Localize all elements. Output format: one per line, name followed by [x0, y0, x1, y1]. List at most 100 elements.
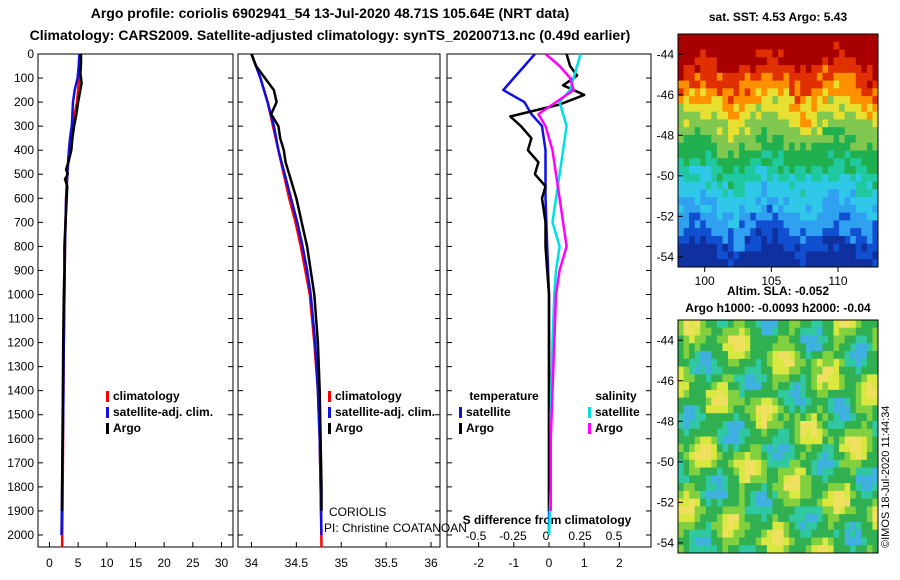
figure-title-line1: Argo profile: coriolis 6902941_54 13-Jul… — [90, 5, 570, 21]
map-lat-tick-label: -52 — [657, 209, 675, 223]
depth-tick-label: 1900 — [7, 504, 34, 518]
legend-swatch — [459, 423, 462, 434]
legend-label: satellite — [466, 405, 511, 419]
legend-label: climatology — [113, 389, 180, 403]
map-lat-tick-label: -48 — [657, 414, 675, 428]
legend-swatch — [328, 391, 331, 402]
depth-tick-label: 700 — [14, 215, 34, 229]
depth-tick-label: 2000 — [7, 528, 34, 542]
series-line-argo — [250, 53, 323, 511]
legend-label: satellite-adj. clim. — [335, 405, 435, 419]
depth-tick-label: 1800 — [7, 480, 34, 494]
depth-tick-label: 900 — [14, 263, 34, 277]
depth-tick-label: 0 — [27, 47, 34, 61]
depth-tick-label: 1200 — [7, 336, 34, 350]
diff-upper-tick-label: 0 — [543, 529, 550, 543]
diff-x-tick-label: 1 — [581, 556, 588, 570]
sal-x-tick-label: 35.5 — [374, 556, 398, 570]
legend-swatch — [106, 407, 109, 418]
depth-tick-label: 500 — [14, 167, 34, 181]
legend-swatch — [328, 423, 331, 434]
depth-tick-label: 100 — [14, 71, 34, 85]
depth-tick-label: 1300 — [7, 360, 34, 374]
depth-tick-label: 300 — [14, 119, 34, 133]
legend-swatch — [106, 391, 109, 402]
legend-label: climatology — [335, 389, 402, 403]
map-lat-tick-label: -50 — [657, 455, 675, 469]
map-lat-tick-label: -44 — [657, 47, 675, 61]
legend-swatch — [106, 423, 109, 434]
depth-tick-label: 600 — [14, 191, 34, 205]
temp-x-tick-label: 5 — [75, 556, 82, 570]
legend-title-salinity: salinity — [595, 389, 637, 403]
panel-frame-2 — [237, 53, 441, 548]
temp-x-tick-label: 30 — [215, 556, 229, 570]
diff-x-tick-label: -2 — [473, 556, 484, 570]
figure-title-line2: Climatology: CARS2009. Satellite-adjuste… — [29, 27, 631, 43]
depth-tick-label: 1500 — [7, 408, 34, 422]
sal-x-tick-label: 34.5 — [285, 556, 309, 570]
map-lat-tick-label: -46 — [657, 88, 675, 102]
diff-upper-tick-label: -0.25 — [499, 529, 527, 543]
depth-tick-label: 200 — [14, 95, 34, 109]
legend-label: Argo — [113, 421, 141, 435]
temp-x-tick-label: 25 — [186, 556, 200, 570]
temp-x-tick-label: 20 — [157, 556, 171, 570]
legend-swatch — [459, 407, 462, 418]
institution-label: CORIOLIS — [329, 505, 386, 519]
legend-swatch — [328, 407, 331, 418]
depth-tick-label: 1600 — [7, 432, 34, 446]
depth-tick-label: 800 — [14, 239, 34, 253]
sla-map — [678, 320, 879, 554]
sla-map-frame — [677, 319, 879, 554]
legend-swatch — [588, 407, 591, 418]
temp-x-tick-label: 15 — [129, 556, 143, 570]
map-lat-tick-label: -52 — [657, 495, 675, 509]
series-line-temperature-satellite — [502, 53, 551, 535]
diff-x-tick-label: -1 — [508, 556, 519, 570]
map-lon-tick-label: 110 — [828, 274, 847, 288]
legend-title-temperature: temperature — [469, 389, 539, 403]
map-lat-tick-label: -54 — [657, 250, 675, 264]
map-lon-tick-label: 105 — [761, 274, 781, 288]
sst-map-title: sat. SST: 4.53 Argo: 5.43 — [708, 10, 848, 24]
pi-label: PI: Christine COATANOAN — [324, 521, 467, 535]
diff-x-tick-label: 2 — [616, 556, 623, 570]
legend-swatch — [588, 423, 591, 434]
map-lat-tick-label: -48 — [657, 128, 675, 142]
sla-map-title-line2: Argo h1000: -0.0093 h2000: -0.04 — [685, 301, 871, 315]
depth-tick-label: 1100 — [8, 312, 34, 326]
map-lat-tick-label: -46 — [657, 374, 675, 388]
map-lat-tick-label: -54 — [657, 536, 675, 550]
series-line-temperature-argo — [509, 53, 586, 511]
diff-upper-tick-label: 0.25 — [568, 529, 592, 543]
legend-label: Argo — [335, 421, 363, 435]
depth-tick-label: 1700 — [7, 456, 34, 470]
sal-x-tick-label: 35 — [335, 556, 349, 570]
panel-frame-1 — [37, 53, 234, 548]
legend-label: satellite-adj. clim. — [113, 405, 213, 419]
series-line-argo — [60, 54, 83, 511]
sst-map — [678, 34, 879, 268]
legend-label: Argo — [466, 421, 494, 435]
series-line-satellite-adj-clim- — [250, 53, 323, 536]
depth-tick-label: 1000 — [7, 287, 34, 301]
temp-x-tick-label: 10 — [100, 556, 114, 570]
series-line-salinity-satellite — [547, 53, 582, 536]
sal-x-tick-label: 34 — [245, 556, 259, 570]
map-lon-tick-label: 100 — [695, 274, 715, 288]
sst-map-frame — [677, 33, 879, 268]
legend-label: Argo — [595, 421, 623, 435]
map-lat-tick-label: -50 — [657, 169, 675, 183]
map-lat-tick-label: -44 — [657, 333, 675, 347]
depth-tick-label: 400 — [14, 143, 34, 157]
temp-x-tick-label: 0 — [46, 556, 53, 570]
diff-x-tick-label: 0 — [546, 556, 553, 570]
sla-map-title-line1: Altim. SLA: -0.052 — [726, 284, 830, 298]
sal-x-tick-label: 36 — [424, 556, 438, 570]
legend-label: satellite — [595, 405, 640, 419]
series-line-salinity-argo — [537, 53, 575, 511]
diff-upper-tick-label: 0.5 — [606, 529, 623, 543]
diff-x-axis-label: S difference from climatology — [463, 513, 632, 527]
